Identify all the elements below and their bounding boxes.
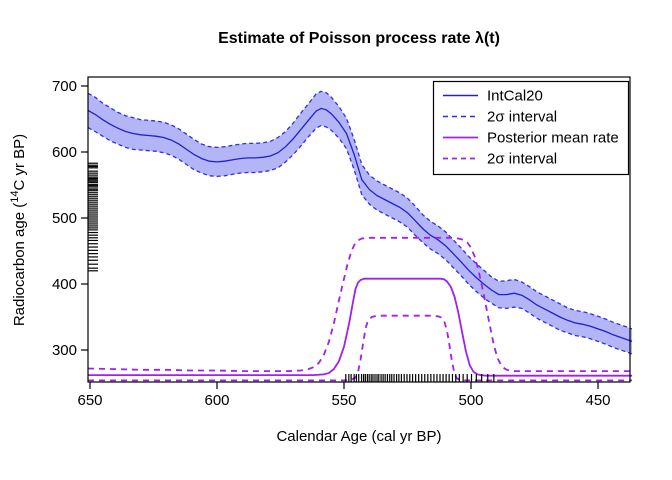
x-tick-label: 450 (585, 392, 610, 409)
legend-label-3: 2σ interval (487, 151, 557, 168)
posterior-mean-rate-line (88, 277, 632, 377)
legend-label-1: 2σ interval (487, 109, 557, 126)
x-tick-label: 550 (331, 392, 356, 409)
legend-label-0: IntCal20 (487, 88, 543, 105)
y-axis-label: Radiocarbon age (14C yr BP) (9, 134, 28, 326)
legend-label-2: Posterior mean rate (487, 130, 619, 147)
intcal-2sigma-upper-dashed (87, 90, 633, 330)
intcal-2sigma-band (88, 91, 632, 355)
x-tick-label: 500 (458, 392, 483, 409)
y-tick-label: 300 (52, 342, 77, 359)
x-axis-label: Calendar Age (cal yr BP) (276, 428, 441, 445)
plot-frame (87, 76, 631, 383)
y-tick-label: 400 (52, 276, 77, 293)
chart-title: Estimate of Poisson process rate λ(t) (218, 30, 500, 47)
x-tick-label: 600 (204, 392, 229, 409)
y-tick-label: 700 (52, 78, 77, 95)
y-tick-label: 500 (52, 210, 77, 227)
plot-layer: 650 600 550 500 450 300 400 500 600 700 Radiocarbo… (9, 76, 633, 409)
intcal-2sigma-lower-dashed (87, 124, 633, 355)
x-tick-label: 650 (77, 392, 102, 409)
intcal20-mean-line (87, 107, 633, 343)
posterior-2sigma-upper-dashed (87, 236, 632, 373)
y-tick-label: 600 (52, 144, 77, 161)
